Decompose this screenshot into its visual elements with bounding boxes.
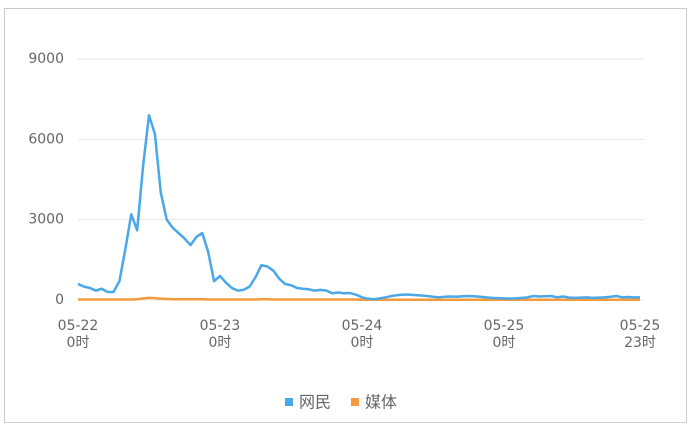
x-tick-label: 05-25 23时 bbox=[619, 318, 661, 351]
y-tick-label: 9000 bbox=[28, 51, 64, 67]
legend-label: 网民 bbox=[299, 393, 331, 412]
y-tick-label: 0 bbox=[55, 292, 64, 308]
series-line bbox=[78, 296, 640, 301]
x-tick-label: 05-22 0时 bbox=[57, 318, 99, 351]
x-tick-label: 05-23 0时 bbox=[199, 318, 241, 351]
y-tick-label: 6000 bbox=[28, 131, 64, 147]
x-tick-label: 05-25 0时 bbox=[483, 318, 525, 351]
series-line bbox=[77, 113, 640, 301]
x-tick-label: 05-24 0时 bbox=[341, 318, 383, 351]
legend-swatch bbox=[351, 398, 360, 406]
frame bbox=[4, 8, 687, 423]
y-tick-label: 3000 bbox=[28, 212, 64, 228]
legend-label: 媒体 bbox=[365, 393, 397, 412]
legend-swatch bbox=[285, 398, 293, 406]
